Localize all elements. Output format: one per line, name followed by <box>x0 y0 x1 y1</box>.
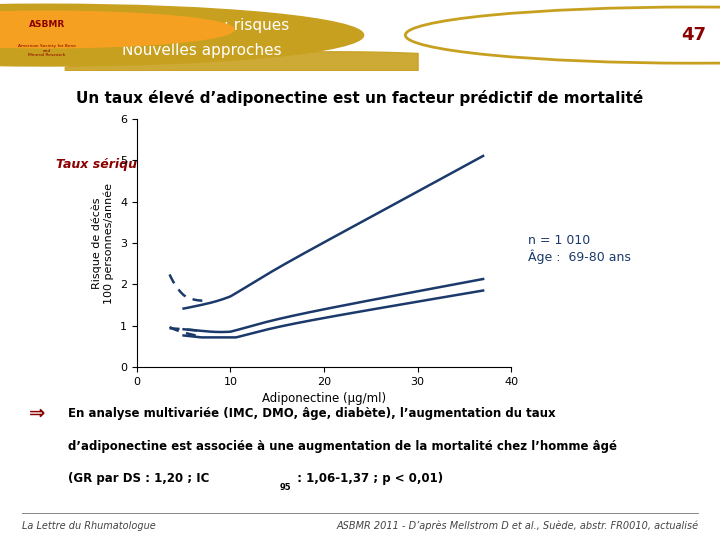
Text: (GR par DS : 1,20 ; IC: (GR par DS : 1,20 ; IC <box>68 472 210 485</box>
Text: La Lettre du Rhumatologue: La Lettre du Rhumatologue <box>22 521 156 531</box>
Text: En analyse multivariée (IMC, DMO, âge, diabète), l’augmentation du taux: En analyse multivariée (IMC, DMO, âge, d… <box>68 407 556 420</box>
Circle shape <box>0 11 234 48</box>
X-axis label: Adiponectine (µg/ml): Adiponectine (µg/ml) <box>262 393 386 406</box>
Text: ASBMR 2011 - D’après Mellstrom D et al., Suède, abstr. FR0010, actualisé: ASBMR 2011 - D’après Mellstrom D et al.,… <box>336 521 698 531</box>
Text: 95: 95 <box>279 483 291 492</box>
Text: ASBMR: ASBMR <box>29 20 65 29</box>
Text: Nouvelles approches: Nouvelles approches <box>122 43 282 58</box>
Text: d’adiponectine est associée à une augmentation de la mortalité chez l’homme âgé: d’adiponectine est associée à une augmen… <box>68 440 618 453</box>
Text: American Society for Bone
and
Mineral Research: American Society for Bone and Mineral Re… <box>18 44 76 57</box>
Circle shape <box>0 4 364 66</box>
Text: ⇒: ⇒ <box>29 404 45 423</box>
Text: n = 1 010
Âge :  69-80 ans: n = 1 010 Âge : 69-80 ans <box>528 234 631 264</box>
Y-axis label: Risque de décès
100 personnes/année: Risque de décès 100 personnes/année <box>91 183 114 303</box>
Text: : 1,06-1,37 ; p < 0,01): : 1,06-1,37 ; p < 0,01) <box>293 472 444 485</box>
Text: chez l’homme âgé : Mr OS Suède: chez l’homme âgé : Mr OS Suède <box>219 123 501 139</box>
Circle shape <box>405 7 720 63</box>
Text: Taux sérique d’adiponectine et risque de décès: Taux sérique d’adiponectine et risque de… <box>56 158 390 171</box>
Text: Ostéoporose : risques: Ostéoporose : risques <box>122 17 289 32</box>
Text: 47: 47 <box>681 26 706 44</box>
Text: Un taux élevé d’adiponectine est un facteur prédictif de mortalité: Un taux élevé d’adiponectine est un fact… <box>76 90 644 106</box>
